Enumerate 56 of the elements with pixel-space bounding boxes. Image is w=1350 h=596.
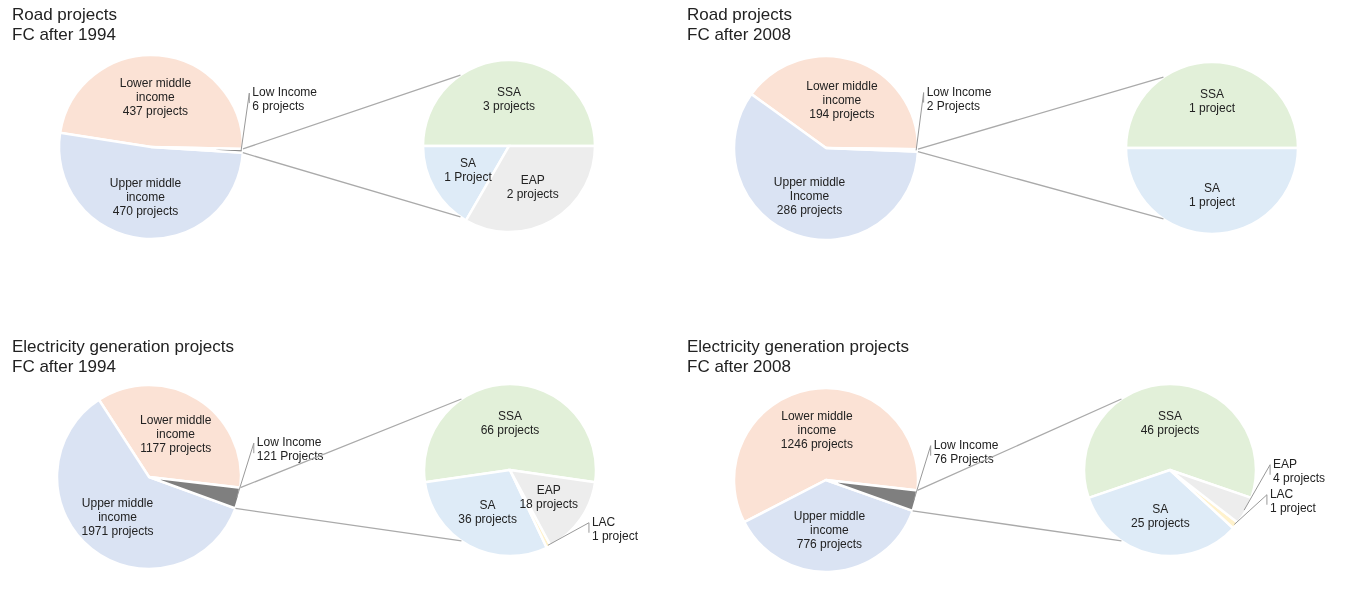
slice-label: Lower middle income <box>781 409 853 438</box>
slice-label: SSA <box>1157 408 1183 423</box>
chart-subtitle: FC after 1994 <box>12 25 116 44</box>
data-label: 1 Project <box>444 169 493 184</box>
slice-label: Upper middle income <box>109 176 182 205</box>
data-label: 1 project <box>1188 100 1236 115</box>
data-label: 1971 projects <box>81 523 154 538</box>
data-label: 776 projects <box>796 537 863 552</box>
slice-label: SA <box>1203 181 1221 196</box>
chart-subtitle: FC after 2008 <box>687 25 791 44</box>
data-label: 1 project <box>591 528 639 543</box>
chart-title: Electricity generation projects <box>687 337 910 356</box>
slice-label: SA <box>1152 502 1169 517</box>
slice-label: SSA <box>497 408 523 423</box>
slice-label: SA <box>460 155 477 170</box>
slice-label: EAP <box>520 172 545 187</box>
slice-label: Low Income <box>256 435 322 450</box>
slice-label: Upper middle income <box>793 509 866 538</box>
data-label: 1177 projects <box>140 441 212 456</box>
chart-title: Electricity generation projects <box>12 337 235 356</box>
chart-title: Road projects <box>687 5 792 24</box>
chart-title: Road projects <box>12 5 117 24</box>
data-label: 46 projects <box>1140 422 1200 437</box>
slice-label: Lower middle income <box>119 75 192 104</box>
slice-label: Low Income <box>252 85 318 100</box>
slice-label: EAP <box>1273 456 1298 471</box>
data-label: 286 projects <box>776 202 843 217</box>
data-label: 470 projects <box>112 204 179 219</box>
data-label: 437 projects <box>122 103 189 118</box>
data-label: 1 project <box>1269 500 1317 515</box>
chart-subtitle: FC after 2008 <box>687 357 791 376</box>
slice-label: Lower middle income <box>806 78 878 107</box>
slice-label: SSA <box>496 84 522 99</box>
slice-label: Low Income <box>933 437 999 452</box>
data-label: 6 projects <box>252 99 305 114</box>
slice-label: Upper middle income <box>81 495 154 524</box>
data-label: 194 projects <box>809 106 875 121</box>
data-label: 121 Projects <box>256 449 324 464</box>
slice-label: Lower middle income <box>140 413 212 442</box>
slice-label: Upper middle Income <box>773 174 846 203</box>
slice-label: LAC <box>591 514 616 529</box>
data-label: 3 projects <box>482 98 536 113</box>
slice-label: SSA <box>1199 86 1225 101</box>
slice-label: SA <box>479 497 496 512</box>
data-label: 2 Projects <box>926 98 980 113</box>
data-label: 76 Projects <box>933 451 994 466</box>
slice-label: LAC <box>1269 486 1294 501</box>
slice-label: Low Income <box>926 84 992 99</box>
data-label: 1246 projects <box>780 437 853 452</box>
chart-subtitle: FC after 1994 <box>12 357 116 376</box>
data-label: 4 projects <box>1273 470 1326 485</box>
data-label: 25 projects <box>1130 516 1190 531</box>
data-label: 66 projects <box>480 422 540 437</box>
data-label: 2 projects <box>506 186 559 201</box>
data-label: 36 projects <box>458 511 517 526</box>
data-label: 1 project <box>1188 195 1236 210</box>
